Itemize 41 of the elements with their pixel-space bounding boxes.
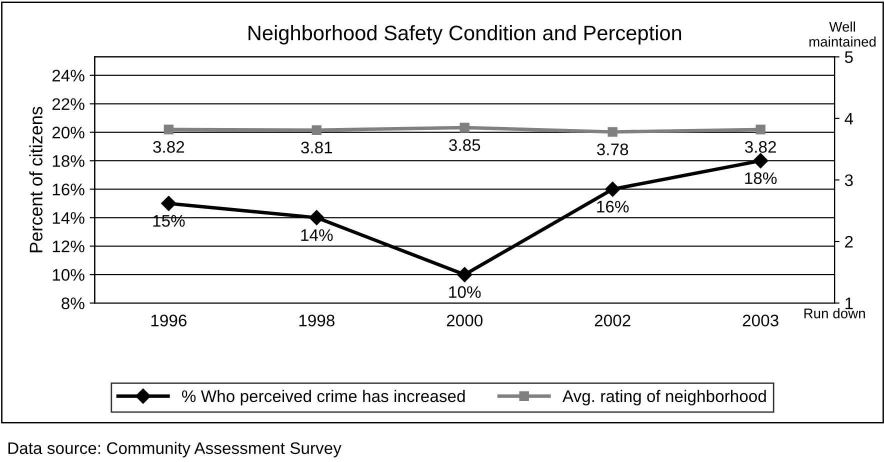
text: Well maintained [809, 22, 876, 47]
point [161, 196, 176, 212]
y-axis-title: Percent of citizens [29, 106, 42, 252]
text: Run down [804, 308, 865, 318]
y-tick-label: 10% [52, 269, 84, 281]
x-tick-label: 2002 [594, 314, 630, 326]
y-tick-label: 22% [52, 98, 84, 110]
y-tick-label: 8% [62, 297, 84, 310]
data-label: 3.81 [301, 142, 332, 154]
data-label: 3.82 [153, 141, 184, 153]
data-label: 3.78 [597, 143, 628, 156]
y2-tick-label: 4 [844, 112, 854, 124]
legend-label: % Who perceived crime has increased [182, 390, 465, 406]
y-tick-label: 18% [52, 155, 84, 167]
legend-label: Avg. rating of neighborhood [562, 390, 766, 406]
y2-tick-label: 1 [846, 298, 853, 310]
point [457, 267, 472, 282]
y-tick-label: 12% [52, 240, 84, 252]
source-note: Data source: Community Assessment Survey [8, 442, 342, 458]
y-tick-label: 16% [52, 184, 84, 196]
y-tick-label: 24% [52, 70, 84, 82]
y2-tick-label: 3 [844, 174, 853, 186]
x-tick-label: 2000 [446, 314, 483, 326]
y-tick-label: 20% [52, 126, 84, 138]
y-tick-label: 14% [52, 212, 84, 224]
x-tick-label: 1996 [151, 314, 186, 326]
data-label: 18% [745, 172, 777, 184]
data-label: 14% [301, 229, 333, 241]
point [309, 210, 324, 226]
data-label: 3.85 [449, 139, 480, 151]
data-label: 3.82 [744, 141, 776, 153]
x-tick-label: 2003 [742, 314, 778, 326]
data-label: 10% [449, 286, 481, 298]
y2-tick-label: 5 [844, 51, 853, 64]
chart-title: Neighborhood Safety Condition and Perception [248, 25, 682, 44]
data-label: 15% [153, 215, 185, 227]
point [753, 153, 768, 168]
y2-tick-label: 2 [845, 236, 853, 248]
point [605, 182, 620, 197]
data-label: 16% [597, 200, 629, 213]
x-tick-label: 1998 [299, 314, 334, 326]
